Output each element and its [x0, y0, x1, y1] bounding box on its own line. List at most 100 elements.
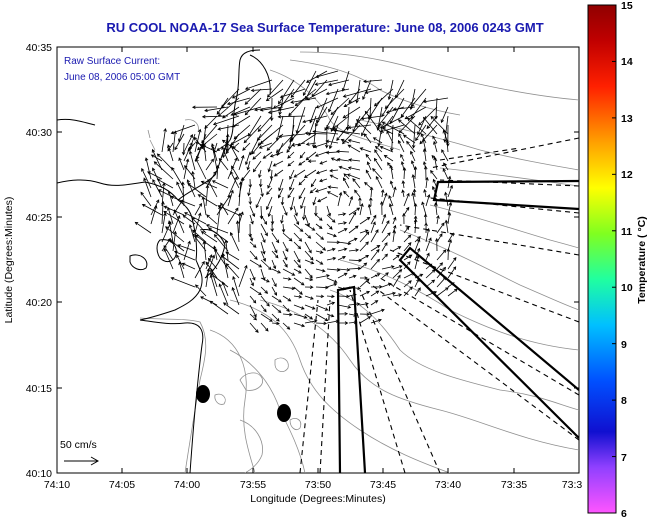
current-arrow	[193, 136, 207, 153]
current-arrow	[436, 262, 444, 270]
current-arrow	[373, 88, 394, 107]
current-arrow	[360, 115, 383, 121]
current-arrow	[141, 204, 163, 216]
current-arrow	[411, 124, 416, 149]
current-arrow	[221, 133, 229, 159]
current-arrow	[183, 240, 191, 261]
current-arrow	[260, 304, 267, 313]
current-arrow	[176, 254, 185, 270]
current-arrow	[225, 251, 240, 261]
current-arrow	[425, 176, 429, 189]
current-arrow	[337, 272, 348, 279]
current-arrow	[170, 277, 196, 288]
current-arrow	[325, 139, 339, 144]
current-arrow	[188, 150, 196, 171]
current-arrow	[231, 115, 251, 128]
current-arrow	[359, 302, 369, 306]
current-arrow	[348, 211, 357, 225]
current-arrow	[271, 286, 277, 296]
current-arrow	[447, 184, 453, 198]
current-arrow	[315, 70, 339, 79]
current-arrow	[282, 250, 288, 261]
current-arrow	[370, 248, 380, 261]
current-arrow	[326, 247, 336, 252]
current-arrow	[205, 267, 211, 288]
current-arrow	[365, 153, 372, 162]
x-axis-label: Longitude (Degrees:Minutes)	[250, 493, 385, 505]
current-arrow	[293, 250, 301, 263]
current-arrow	[326, 232, 337, 238]
current-arrow	[392, 265, 403, 270]
current-arrow	[338, 321, 349, 325]
current-arrow	[143, 177, 152, 198]
current-arrow	[362, 79, 372, 100]
current-arrow	[360, 276, 369, 280]
current-arrow	[202, 240, 207, 261]
current-arrow	[249, 304, 257, 318]
current-arrow	[415, 124, 427, 142]
current-arrow	[174, 133, 185, 151]
current-arrow	[433, 156, 438, 171]
current-arrow	[227, 189, 234, 207]
current-arrow	[375, 175, 383, 189]
current-arrow	[271, 259, 277, 270]
current-arrow	[298, 160, 306, 166]
current-arrow	[222, 302, 240, 315]
current-arrow	[336, 149, 350, 154]
current-arrow	[436, 266, 447, 279]
current-arrow	[200, 180, 218, 189]
current-arrow	[259, 106, 284, 112]
current-arrow	[402, 212, 406, 225]
current-arrow	[298, 187, 306, 200]
current-arrow	[243, 124, 262, 144]
current-arrow	[260, 286, 269, 294]
current-arrow	[211, 180, 229, 189]
current-arrow	[397, 139, 405, 153]
current-arrow	[403, 234, 412, 243]
current-arrow	[205, 184, 210, 207]
current-arrow	[392, 254, 400, 261]
current-arrow	[230, 106, 251, 116]
current-arrow	[376, 125, 394, 135]
x-axis-ticks	[121, 47, 515, 473]
current-arrow	[388, 195, 394, 207]
current-arrow	[305, 151, 317, 161]
current-arrow	[163, 210, 185, 225]
current-arrow	[315, 241, 327, 251]
current-arrow	[374, 149, 383, 162]
current-arrow	[436, 249, 447, 261]
current-arrow	[161, 127, 167, 153]
current-arrow	[402, 167, 407, 180]
y-tick-label: 40:25	[26, 212, 52, 224]
current-arrow	[422, 148, 427, 162]
current-arrow	[271, 232, 280, 244]
x-tick-label: 74:10	[44, 479, 70, 491]
current-arrow	[425, 194, 431, 207]
current-arrow	[381, 220, 390, 234]
current-arrow	[304, 131, 328, 136]
colorbar-tick-label: 12	[621, 169, 633, 181]
colorbar-tick-label: 13	[621, 113, 633, 125]
current-arrow	[177, 244, 196, 252]
current-arrow	[315, 223, 323, 230]
y-axis-label: Latitude (Degrees:Minutes)	[3, 197, 15, 324]
current-arrow	[280, 196, 285, 206]
current-arrow	[293, 286, 303, 295]
current-arrow	[201, 114, 229, 119]
colorbar-label: Temperature ( °C)	[636, 216, 648, 303]
radar-coverage-boundaries	[299, 137, 579, 473]
current-arrow	[317, 196, 328, 203]
current-arrow	[293, 169, 306, 178]
current-arrow	[260, 223, 268, 237]
current-arrow	[315, 250, 324, 254]
current-arrow	[337, 241, 352, 246]
current-arrow	[337, 256, 346, 261]
current-arrow	[430, 169, 438, 180]
current-arrow	[288, 97, 306, 117]
current-arrow	[392, 274, 401, 288]
current-arrow	[282, 205, 288, 216]
chart-title: RU COOL NOAA-17 Sea Surface Temperature:…	[106, 20, 544, 35]
current-arrow	[373, 157, 383, 171]
current-arrow	[172, 130, 177, 153]
current-arrow	[314, 151, 328, 157]
